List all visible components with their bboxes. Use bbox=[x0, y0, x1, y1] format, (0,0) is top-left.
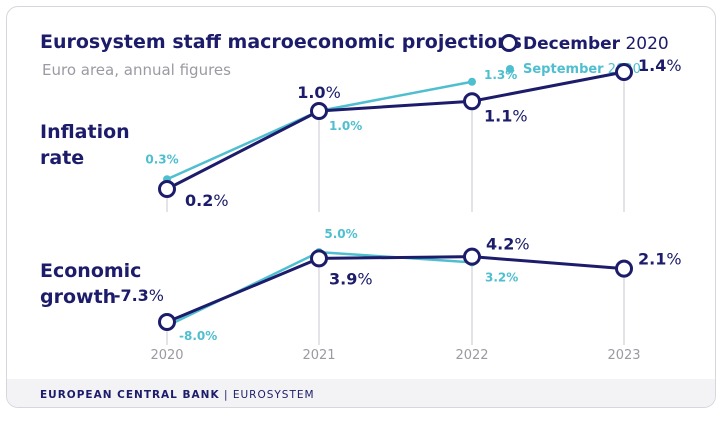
december-data-label: 2.1% bbox=[638, 250, 682, 269]
december-point bbox=[310, 249, 328, 268]
legend-september-bold: September bbox=[523, 62, 604, 77]
footer-bank: EUROPEAN CENTRAL BANK bbox=[40, 389, 220, 401]
september-data-label: 5.0% bbox=[324, 227, 357, 241]
september-data-label: 1.0% bbox=[329, 119, 362, 133]
row-label-inflation-line1: Inflation bbox=[40, 121, 130, 143]
september-data-label: 3.2% bbox=[485, 270, 518, 284]
footer-text: EUROPEAN CENTRAL BANK | EUROSYSTEM bbox=[40, 389, 315, 401]
footer-system: EUROSYSTEM bbox=[233, 389, 315, 401]
row-label-growth-line1: Economic bbox=[40, 260, 141, 282]
chart-card: Eurosystem staff macroeconomic projectio… bbox=[6, 6, 716, 408]
row-label-growth-line2: growth bbox=[40, 286, 116, 308]
x-tick-label: 2021 bbox=[302, 348, 335, 363]
december-data-label: 4.2% bbox=[486, 235, 530, 254]
x-tick-label: 2023 bbox=[607, 348, 640, 363]
december-data-label: 1.1% bbox=[484, 106, 528, 125]
x-tick-label: 2020 bbox=[150, 348, 183, 363]
legend-december-marker bbox=[500, 34, 518, 52]
legend-december-year: 2020 bbox=[625, 34, 668, 54]
september-point bbox=[468, 77, 476, 86]
december-point bbox=[463, 92, 481, 111]
december-data-label: 0.2% bbox=[185, 191, 229, 210]
chart-title: Eurosystem staff macroeconomic projectio… bbox=[40, 31, 522, 53]
december-point bbox=[463, 247, 481, 266]
december-data-label: 3.9% bbox=[329, 269, 373, 288]
footer-separator: | bbox=[224, 389, 229, 401]
x-axis-ticks: 2020 2021 2022 2023 bbox=[150, 348, 640, 363]
legend-september-marker bbox=[506, 65, 514, 73]
december-point bbox=[158, 313, 176, 331]
december-data-label: 1.0% bbox=[297, 83, 341, 102]
legend-december-bold: December bbox=[523, 34, 621, 54]
december-point bbox=[158, 180, 176, 198]
december-series-layer bbox=[158, 63, 633, 331]
data-labels: 0.3% 1.0% 1.3% 0.2% 1.0% 1.1% 1.4% -8.0% 5.0% 3.2… bbox=[114, 56, 682, 343]
legend-december-label: December 2020 bbox=[523, 34, 669, 54]
row-label-inflation-line2: rate bbox=[40, 147, 84, 169]
december-point bbox=[310, 102, 328, 120]
x-tick-label: 2022 bbox=[455, 348, 488, 363]
december-line bbox=[166, 70, 625, 191]
september-data-label: 1.3% bbox=[484, 68, 517, 82]
december-data-label: 1.4% bbox=[638, 56, 682, 75]
december-point bbox=[615, 259, 633, 278]
december-point bbox=[615, 63, 633, 81]
september-data-label: 0.3% bbox=[145, 152, 178, 166]
december-line bbox=[166, 255, 625, 324]
september-data-label: -8.0% bbox=[179, 329, 217, 343]
december-data-label: -7.3% bbox=[114, 286, 164, 305]
gridlines bbox=[166, 72, 625, 345]
chart-subtitle: Euro area, annual figures bbox=[42, 61, 231, 79]
chart-canvas: Eurosystem staff macroeconomic projectio… bbox=[40, 31, 682, 401]
footer-band bbox=[7, 379, 715, 407]
